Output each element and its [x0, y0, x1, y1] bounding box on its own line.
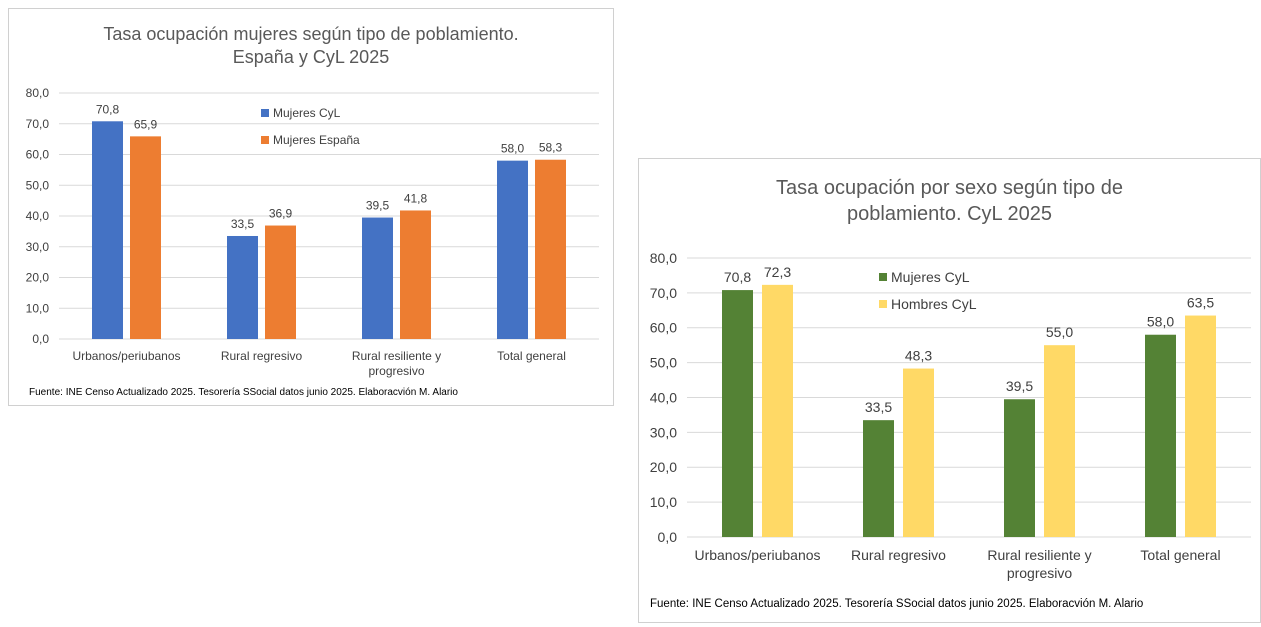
- x-tick-label: progresivo: [368, 364, 424, 378]
- source-note: Fuente: INE Censo Actualizado 2025. Teso…: [650, 598, 1144, 610]
- y-tick-label: 70,0: [26, 117, 50, 131]
- y-tick-label: 70,0: [650, 285, 677, 301]
- data-label: 65,9: [134, 117, 158, 131]
- chart-title: Tasa ocupación mujeres según tipo de pob…: [9, 23, 613, 70]
- bar: [1004, 399, 1035, 537]
- data-label: 33,5: [865, 399, 892, 415]
- y-tick-label: 0,0: [658, 529, 678, 545]
- legend-swatch: [879, 273, 887, 281]
- x-tick-label: progresivo: [1007, 565, 1073, 581]
- legend-label: Mujeres CyL: [891, 269, 970, 285]
- y-tick-label: 30,0: [650, 424, 677, 440]
- x-tick-label: Urbanos/periubanos: [72, 349, 180, 363]
- data-label: 48,3: [905, 348, 932, 364]
- y-tick-label: 80,0: [26, 86, 50, 100]
- y-tick-label: 40,0: [650, 389, 677, 405]
- bar: [903, 368, 934, 537]
- x-tick-label: Urbanos/periubanos: [694, 547, 820, 563]
- legend-label: Mujeres CyL: [273, 106, 341, 120]
- bar: [762, 284, 793, 537]
- chart-title-line-2: España y CyL 2025: [232, 47, 390, 68]
- x-tick-label: Total general: [1140, 547, 1220, 563]
- data-label: 39,5: [366, 199, 390, 213]
- bar: [1185, 315, 1216, 537]
- x-tick-label: Rural regresivo: [851, 547, 946, 563]
- data-label: 63,5: [1187, 295, 1214, 311]
- y-tick-label: 20,0: [26, 271, 50, 285]
- bar: [362, 217, 393, 339]
- x-tick-label: Total general: [497, 349, 566, 363]
- data-label: 70,8: [724, 269, 751, 285]
- y-tick-label: 10,0: [26, 301, 50, 315]
- bar-chart-svg: 0,0 10,0 20,0 30,0 40,0 50,0 60,0 70,0 80,0 70,8 3…: [26, 86, 599, 378]
- bar: [535, 159, 566, 339]
- x-tick-label: Rural regresivo: [221, 349, 303, 363]
- bar-chart-svg: 0,0 10,0 20,0 30,0 40,0 50,0 60,0 70,0 80,0 70,8 3…: [650, 250, 1251, 581]
- chart-panel-mujeres-espana-cyl: Tasa ocupación mujeres según tipo de pob…: [8, 8, 614, 406]
- bar: [497, 160, 528, 339]
- data-label: 39,5: [1006, 378, 1033, 394]
- bar: [130, 136, 161, 339]
- data-label: 58,0: [1147, 314, 1174, 330]
- chart-title: Tasa ocupación por sexo según tipo de po…: [639, 175, 1260, 227]
- y-tick-label: 80,0: [650, 250, 677, 266]
- bar: [227, 235, 258, 339]
- chart-panel-sexo-cyl: Tasa ocupación por sexo según tipo de po…: [638, 158, 1261, 623]
- bar: [400, 210, 431, 339]
- y-tick-label: 10,0: [650, 494, 677, 510]
- data-label: 58,3: [539, 141, 563, 155]
- data-label: 36,9: [269, 207, 293, 221]
- data-label: 72,3: [764, 264, 791, 280]
- bar: [265, 225, 296, 339]
- chart-title-line-1: Tasa ocupación por sexo según tipo de: [776, 177, 1123, 199]
- y-tick-label: 40,0: [26, 209, 50, 223]
- y-tick-label: 30,0: [26, 240, 50, 254]
- data-label: 41,8: [404, 191, 428, 205]
- bar: [1044, 345, 1075, 537]
- data-label: 70,8: [96, 102, 120, 116]
- y-tick-label: 0,0: [32, 332, 49, 346]
- data-label: 58,0: [501, 142, 525, 156]
- y-tick-label: 50,0: [26, 178, 50, 192]
- bar: [722, 290, 753, 537]
- bar: [863, 420, 894, 537]
- bar: [1145, 334, 1176, 537]
- legend-swatch: [879, 300, 887, 308]
- y-tick-label: 50,0: [650, 355, 677, 371]
- legend-label: Mujeres España: [273, 133, 360, 147]
- chart-title-line-1: Tasa ocupación mujeres según tipo de pob…: [103, 24, 519, 44]
- bar: [92, 121, 123, 339]
- x-tick-label: Rural resiliente y: [352, 349, 441, 363]
- chart-title-line-2: poblamiento. CyL 2025: [847, 203, 1052, 225]
- data-label: 33,5: [231, 217, 255, 231]
- legend-label: Hombres CyL: [891, 296, 977, 312]
- data-label: 55,0: [1046, 324, 1073, 340]
- y-tick-label: 60,0: [650, 320, 677, 336]
- legend-swatch: [261, 136, 269, 144]
- y-tick-label: 20,0: [650, 459, 677, 475]
- legend-swatch: [261, 109, 269, 117]
- source-note: Fuente: INE Censo Actualizado 2025. Teso…: [29, 387, 458, 398]
- y-tick-label: 60,0: [26, 148, 50, 162]
- x-tick-label: Rural resiliente y: [987, 547, 1091, 563]
